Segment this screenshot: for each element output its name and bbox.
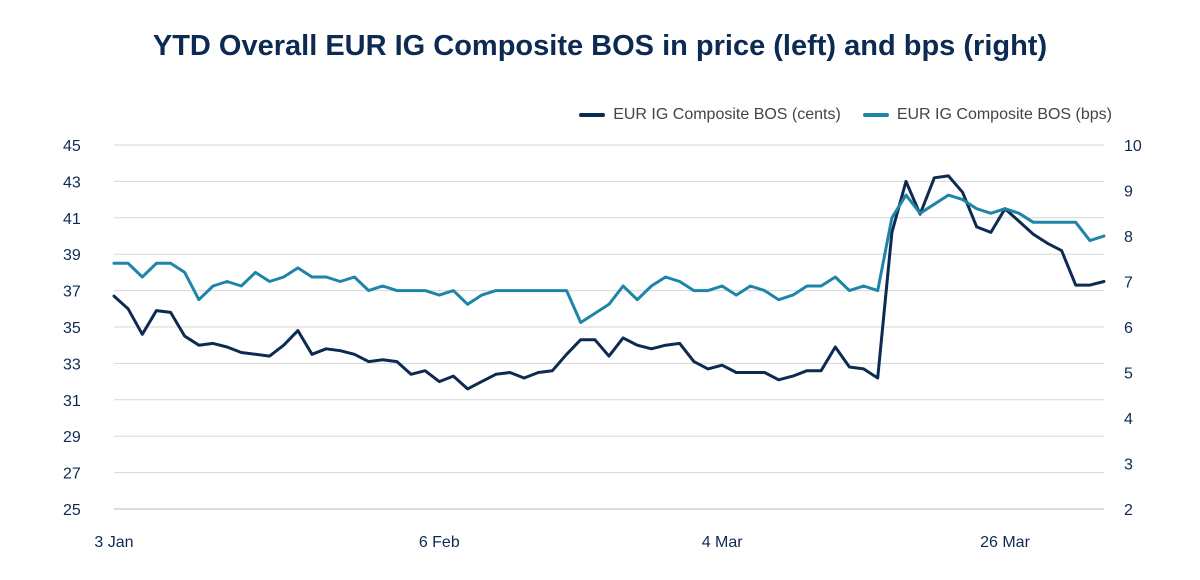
y-right-tick-label: 2 — [1124, 502, 1133, 519]
x-tick-label: 3 Jan — [94, 534, 133, 551]
series-line-bps — [112, 193, 1106, 324]
legend-label-bps: EUR IG Composite BOS (bps) — [896, 106, 1112, 123]
legend-label-cents: EUR IG Composite BOS (cents) — [613, 106, 841, 123]
y-left-tick-label: 37 — [63, 284, 81, 301]
y-left-tick-label: 45 — [63, 138, 81, 155]
y-left-tick-label: 29 — [63, 429, 81, 446]
x-tick-label: 4 Mar — [702, 534, 744, 551]
y-left-tick-label: 33 — [63, 356, 81, 373]
y-right-tick-label: 6 — [1124, 320, 1133, 337]
y-right-tick-label: 5 — [1124, 366, 1133, 383]
chart-legend: EUR IG Composite BOS (cents) EUR IG Comp… — [579, 106, 1112, 124]
y-left-tick-label: 27 — [63, 466, 81, 483]
y-right-tick-label: 3 — [1124, 457, 1133, 474]
y-right-tick-label: 7 — [1124, 275, 1133, 292]
y-left-tick-label: 25 — [63, 502, 81, 519]
x-tick-label: 26 Mar — [980, 534, 1030, 551]
x-tick-label: 6 Feb — [419, 534, 460, 551]
y-right-tick-label: 10 — [1124, 138, 1142, 155]
series-line-cents — [112, 174, 1106, 391]
y-left-tick-label: 41 — [63, 211, 81, 228]
y-left-tick-label: 35 — [63, 320, 81, 337]
y-right-tick-label: 8 — [1124, 229, 1133, 246]
y-right-tick-label: 9 — [1124, 184, 1133, 201]
y-left-tick-label: 31 — [63, 393, 81, 410]
legend-item-bps: EUR IG Composite BOS (bps) — [862, 106, 1112, 124]
y-left-tick-label: 39 — [63, 247, 81, 264]
chart-title: YTD Overall EUR IG Composite BOS in pric… — [152, 30, 1048, 62]
legend-swatch-cents — [579, 113, 606, 117]
legend-item-cents: EUR IG Composite BOS (cents) — [579, 106, 841, 124]
y-left-tick-label: 43 — [63, 174, 81, 191]
legend-swatch-bps — [862, 113, 889, 117]
y-right-tick-label: 4 — [1124, 411, 1133, 428]
